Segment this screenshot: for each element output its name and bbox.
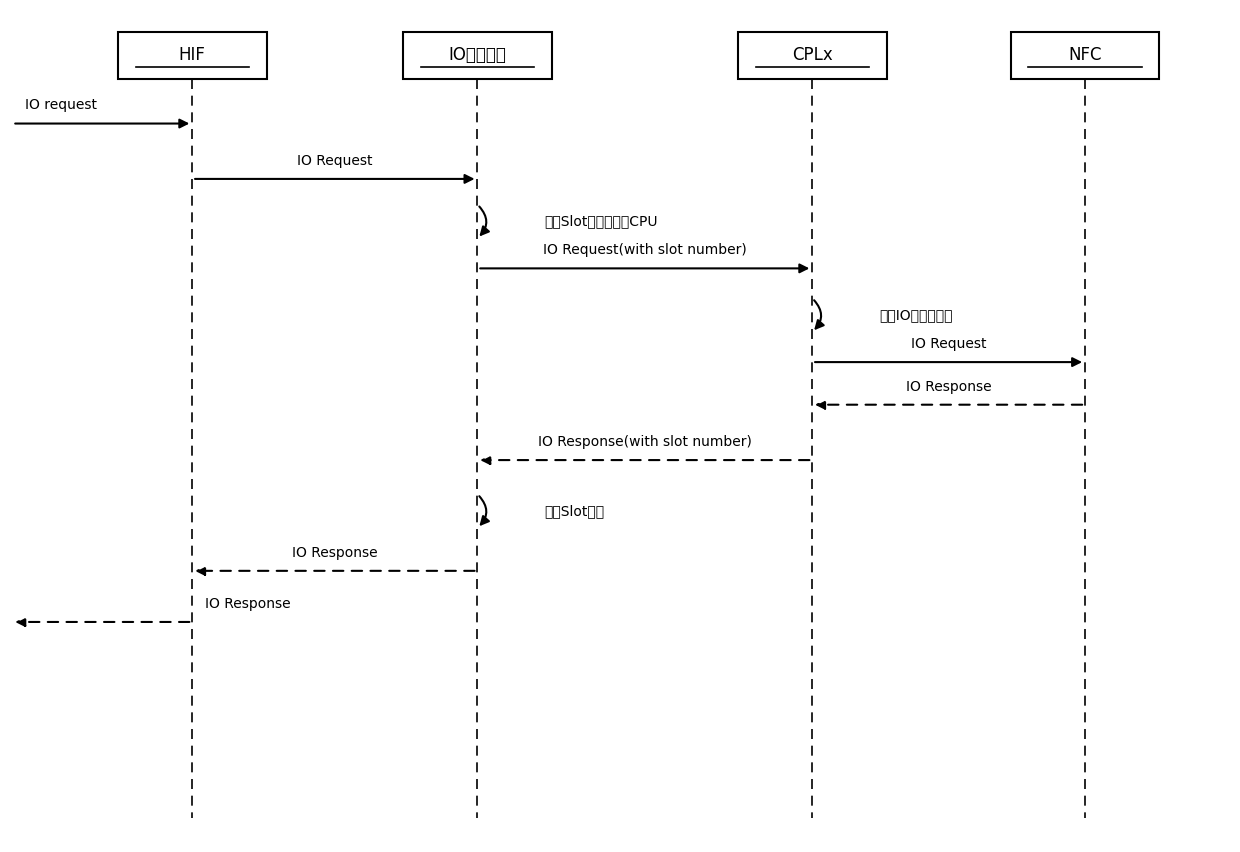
FancyArrowPatch shape — [815, 300, 823, 329]
Text: IO Request: IO Request — [911, 337, 986, 351]
Text: IO Response(with slot number): IO Response(with slot number) — [538, 435, 751, 449]
FancyArrowPatch shape — [480, 496, 489, 525]
Bar — [738, 32, 887, 78]
Bar — [118, 32, 267, 78]
Text: HIF: HIF — [179, 46, 206, 65]
Text: CPLx: CPLx — [792, 46, 832, 65]
Bar — [1011, 32, 1159, 78]
Text: IO Response: IO Response — [291, 546, 378, 560]
FancyArrowPatch shape — [480, 206, 489, 235]
Text: IO request: IO request — [25, 99, 97, 112]
Bar — [403, 32, 552, 78]
Text: 分配Slot资源，选择CPU: 分配Slot资源，选择CPU — [544, 215, 658, 228]
Text: 释放Slot资源: 释放Slot资源 — [544, 504, 604, 518]
Text: 处理IO，启动传输: 处理IO，启动传输 — [879, 308, 952, 322]
Text: IO Request(with slot number): IO Request(with slot number) — [543, 244, 746, 257]
Text: NFC: NFC — [1068, 46, 1102, 65]
Text: IO Response: IO Response — [205, 597, 290, 611]
Text: IO负载引擎: IO负载引擎 — [449, 46, 506, 65]
Text: IO Request: IO Request — [298, 154, 372, 168]
Text: IO Response: IO Response — [905, 380, 992, 394]
